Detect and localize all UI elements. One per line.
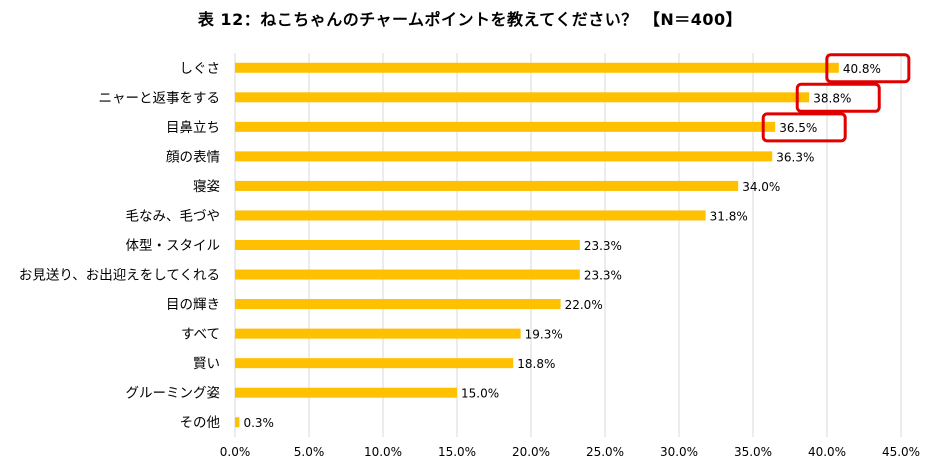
bar [235, 62, 839, 73]
bar [235, 92, 810, 103]
data-label: 23.3% [584, 269, 622, 283]
x-tick-label: 0.0% [220, 445, 251, 459]
bar [235, 240, 580, 250]
category-label: ニャーと返事をする [99, 90, 221, 106]
bar [235, 269, 580, 280]
x-tick-label: 20.0% [512, 445, 550, 459]
bar [235, 358, 514, 369]
data-label: 38.8% [813, 91, 851, 105]
data-label: 31.8% [710, 209, 748, 223]
bar [235, 121, 776, 132]
bar [235, 180, 739, 191]
chart-title: 表 12：ねこちゃんのチャームポイントを教えてください？ 【N＝400】 [197, 10, 743, 29]
category-label: 体型・スタイル [126, 238, 221, 254]
category-label: 寝姿 [193, 178, 220, 195]
x-tick-label: 40.0% [808, 445, 846, 459]
category-label: グルーミング姿 [126, 386, 221, 402]
x-tick-label: 10.0% [364, 445, 402, 459]
category-label: 目の輝き [166, 297, 220, 313]
data-label: 36.3% [776, 150, 814, 164]
category-label: しぐさ [180, 61, 221, 77]
data-label: 23.3% [584, 239, 622, 253]
data-label: 34.0% [742, 180, 780, 194]
x-tick-label: 5.0% [294, 445, 325, 459]
bar [235, 328, 521, 339]
highlight-box [761, 112, 847, 143]
bar [235, 387, 457, 398]
bar [235, 417, 240, 428]
x-tick-label: 30.0% [660, 445, 698, 459]
x-tick-label: 25.0% [586, 445, 624, 459]
data-label: 15.0% [461, 387, 499, 401]
data-label: 22.0% [565, 298, 603, 312]
highlight-box [795, 82, 881, 113]
bar [235, 210, 706, 221]
data-label: 0.3% [243, 416, 274, 430]
x-tick-label: 45.0% [882, 445, 920, 459]
highlight-box [825, 53, 911, 84]
bar [235, 151, 773, 162]
category-label: すべて [181, 327, 220, 343]
x-tick-label: 15.0% [438, 445, 476, 459]
category-label: 顔の表情 [166, 149, 220, 165]
category-label: 目鼻立ち [166, 119, 220, 136]
data-label: 19.3% [525, 328, 563, 342]
category-label: 賢い [193, 356, 220, 372]
data-label: 36.5% [779, 121, 817, 135]
category-label: その他 [180, 415, 221, 431]
data-label: 40.8% [843, 62, 881, 76]
category-label: 毛なみ、毛づや [126, 208, 221, 224]
bar [235, 299, 561, 310]
data-label: 18.8% [517, 357, 555, 371]
x-tick-label: 35.0% [734, 445, 772, 459]
category-label: お見送り、お出迎えをしてくれる [19, 268, 220, 284]
